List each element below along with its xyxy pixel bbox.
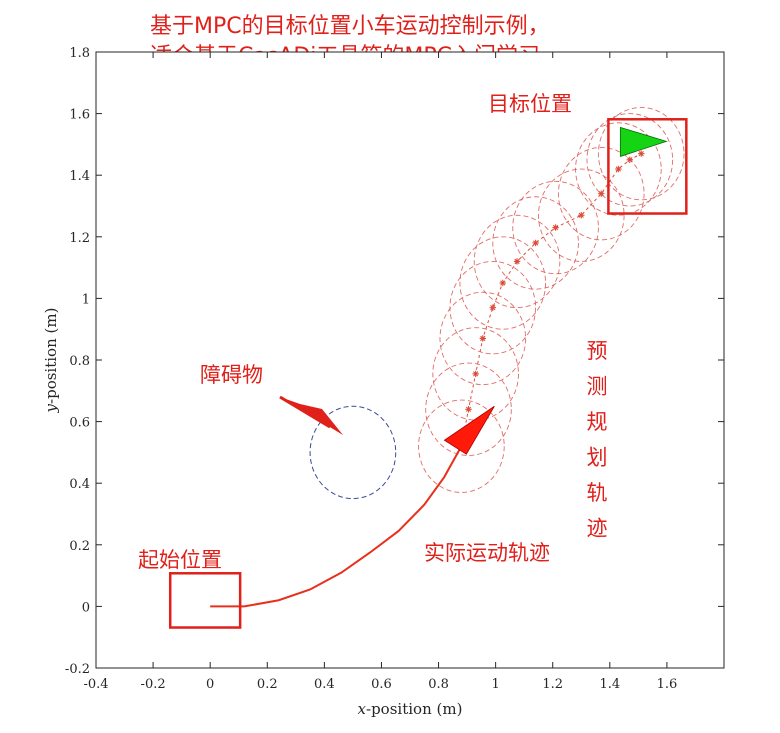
obstacle-circle (309, 405, 397, 500)
prediction-label-char: 预 (587, 339, 608, 363)
x-tick-label: 0.4 (314, 677, 335, 692)
prediction-point-stroke (480, 335, 486, 342)
y-tick-label: 1.8 (69, 46, 90, 61)
prediction-point (552, 224, 559, 231)
x-axis-label: x-position (m) (358, 700, 463, 718)
prediction-point-stroke (500, 280, 506, 286)
x-tick-label: -0.2 (141, 677, 166, 692)
prediction-circle (473, 214, 561, 309)
prediction-circle (557, 147, 645, 241)
prediction-circle (418, 399, 505, 493)
y-tick-label: 0.4 (69, 477, 90, 492)
prediction-circle (459, 236, 547, 330)
prediction-circle (597, 106, 685, 201)
y-axis-label: y-position (m) (42, 308, 60, 414)
x-axis-label-var: x (358, 700, 367, 718)
prediction-point (638, 150, 645, 157)
predicted-trajectory-line (460, 153, 642, 447)
prediction-circle (575, 122, 662, 216)
goal-label: 目标位置 (488, 92, 572, 116)
robot-marker (443, 405, 495, 455)
x-tick-label: 0 (206, 677, 214, 692)
prediction-circle (449, 260, 537, 355)
prediction-point (499, 279, 506, 287)
prediction-point-stroke (473, 371, 479, 377)
prediction-point-stroke (615, 166, 622, 172)
y-tick-label: 1 (82, 292, 90, 307)
prediction-point-stroke (627, 157, 633, 163)
prediction-point (472, 370, 479, 378)
start-box (168, 572, 242, 629)
prediction-label-char: 迹 (587, 517, 608, 541)
x-tick-label: 1.6 (657, 677, 678, 692)
x-tick-label: -0.4 (83, 677, 108, 692)
title-line: 基于MPC的目标位置小车运动控制示例， (150, 14, 550, 39)
plot-area (95, 51, 725, 669)
y-tick-label: 0.6 (69, 416, 90, 431)
prediction-label-char: 规 (587, 410, 608, 434)
prediction-label-char: 划 (587, 446, 608, 470)
y-tick-label: 0.8 (69, 354, 90, 369)
prediction-circle (425, 362, 512, 456)
y-axis-label-text: -position (m) (42, 308, 60, 404)
actual-label: 实际运动轨迹 (424, 541, 550, 565)
axis-labels: x-position (m)y-position (m) (42, 308, 462, 718)
actual-trajectory-line (210, 445, 463, 608)
plot-content (210, 106, 685, 608)
prediction-point-stroke (490, 305, 496, 311)
prediction-point (465, 406, 472, 413)
y-tick-label: 1.4 (69, 169, 90, 184)
goal-box (607, 118, 688, 215)
obstacle-label: 障碍物 (200, 363, 263, 387)
prediction-point (615, 165, 622, 173)
x-tick-label: 0.6 (371, 677, 392, 692)
goal-robot-marker (619, 126, 668, 157)
prediction-point-stroke (514, 258, 520, 265)
prediction-circle (439, 291, 527, 386)
prediction-point-stroke (552, 224, 559, 231)
x-tick-label: 1.2 (542, 677, 563, 692)
prediction-point-stroke (465, 406, 472, 412)
start-label: 起始位置 (138, 548, 222, 572)
prediction-circle (512, 180, 599, 275)
x-tick-label: 0.2 (257, 677, 278, 692)
y-tick-label: 1.2 (69, 231, 90, 246)
prediction-point-stroke (638, 151, 644, 157)
x-axis-label-text: -position (m) (366, 700, 462, 718)
y-tick-label: 0.2 (69, 539, 90, 554)
prediction-label-char: 测 (587, 375, 608, 399)
prediction-point (578, 212, 585, 219)
x-tick-label: 0.8 (428, 677, 449, 692)
y-tick-label: 0 (82, 600, 90, 615)
prediction-label: 预测规划轨迹 (587, 339, 608, 541)
prediction-circle (492, 196, 579, 290)
axis-ticks: -0.4 -0.2 0 0.2 0.4 0.6 0.8 1 1.2 1.4 1.6-0.200.20… (65, 46, 724, 692)
y-tick-label: -0.2 (65, 662, 90, 677)
y-axis-label-var: y (42, 403, 60, 413)
prediction-circle (432, 327, 519, 421)
prediction-point (626, 156, 633, 163)
prediction-point-stroke (532, 240, 539, 246)
y-tick-label: 1.6 (69, 108, 90, 123)
prediction-label-char: 轨 (587, 481, 608, 505)
x-tick-label: 1 (491, 677, 499, 692)
prediction-point-stroke (578, 212, 584, 218)
prediction-circle (586, 113, 674, 207)
prediction-point (598, 190, 605, 197)
prediction-point (479, 335, 486, 342)
prediction-point (489, 304, 496, 311)
prediction-point (513, 258, 521, 265)
x-tick-label: 1.4 (599, 677, 620, 692)
obstacle-arrow-shaft (279, 395, 331, 429)
prediction-point-stroke (598, 191, 604, 197)
prediction-point (532, 239, 539, 247)
